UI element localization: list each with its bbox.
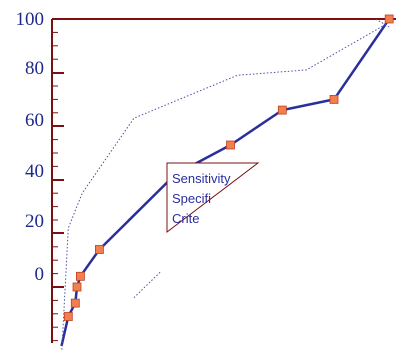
axes (51, 18, 396, 343)
data-point-marker (72, 282, 82, 292)
annotation-box (166, 162, 260, 234)
annotation-text: Sensitivity (172, 171, 231, 186)
y-tick-label: 40 (25, 161, 44, 182)
data-point-marker (329, 95, 339, 104)
y-tick-label: 20 (25, 211, 44, 232)
annotation-callout: Sensitivity Specifi Crite (166, 162, 260, 234)
series-1 (61, 23, 387, 351)
series-0 (60, 14, 394, 347)
data-point-marker (277, 105, 287, 115)
dotted-confidence-line (375, 18, 390, 28)
y-tick-label: 60 (25, 110, 44, 131)
data-point-marker (95, 245, 104, 254)
y-tick-labels: 100 80 60 40 20 0 (16, 9, 45, 285)
data-point-marker (63, 312, 73, 321)
dotted-confidence-line (133, 270, 162, 299)
series-3 (375, 18, 390, 28)
y-tick-label: 100 (16, 9, 45, 30)
annotation-text: Specifi (172, 191, 211, 206)
data-point-marker (384, 14, 394, 24)
series-2 (133, 270, 162, 299)
y-tick-label: 0 (35, 264, 45, 285)
dotted-confidence-line (61, 23, 387, 351)
y-tick-label: 80 (25, 58, 44, 79)
annotation-text: Crite (172, 211, 199, 226)
data-point-marker (70, 298, 80, 308)
data-point-marker (226, 140, 235, 150)
data-point-marker (76, 271, 85, 281)
